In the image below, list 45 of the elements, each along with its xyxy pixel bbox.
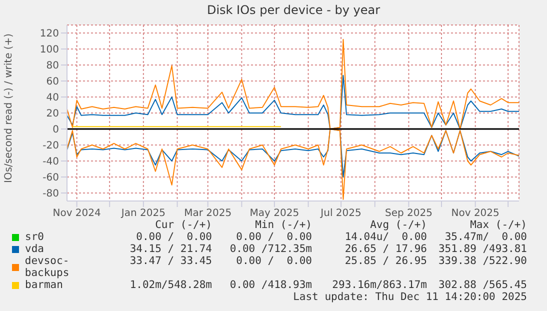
text: 302.88 /565.45: [437, 279, 527, 291]
text: 0.00 / 0.00: [235, 255, 312, 269]
text: Cur (-/+): [154, 219, 212, 231]
y-tick-label: 20: [46, 108, 59, 120]
y-tick-label: 100: [40, 44, 59, 56]
text: 25.85 / 26.95: [344, 255, 427, 269]
text: Max (-/+): [469, 219, 527, 231]
text: 35.47m/ 0.00: [444, 231, 527, 243]
legend-label: vda: [25, 243, 44, 255]
x-tick-label: May 2025: [250, 208, 300, 220]
text: 14.04u/ 0.00: [344, 231, 427, 243]
y-axis-title: IOs/second read (-) / write (+): [4, 33, 15, 183]
y-tick-label: 80: [46, 60, 59, 72]
text: 0.00 / 0.00: [235, 231, 312, 243]
text: 34.15 / 21.74: [128, 243, 212, 255]
text: 293.16m/863.17m: [331, 279, 427, 291]
text: 0.00 /418.93m: [228, 279, 312, 291]
y-tick-label: 60: [46, 76, 59, 88]
text: 0.00 /712.35m: [228, 243, 312, 255]
x-tick-label: Jan 2025: [120, 208, 166, 220]
y-tick-label: -20: [42, 140, 59, 152]
x-tick-label: Sep 2025: [384, 208, 432, 220]
text: 339.38 /522.90: [437, 255, 527, 269]
text: 351.89 /493.81: [437, 243, 527, 255]
line-series: [67, 74, 519, 130]
x-tick-label: Nov 2025: [451, 208, 500, 220]
text: Last update: Thu Dec 11 14:20:00 2025: [292, 291, 527, 303]
legend-label: barman: [25, 279, 63, 291]
chart-title: Disk IOs per device - by year: [206, 2, 382, 19]
text: 26.65 / 17.96: [344, 243, 427, 255]
x-tick-label: Jul 2025: [320, 208, 362, 220]
text: 1.02m/548.28m: [128, 279, 212, 291]
y-tick-label: 120: [40, 28, 59, 40]
text: Min (-/+): [254, 219, 312, 231]
text: 0.00 / 0.00: [135, 231, 212, 243]
y-tick-label: -80: [42, 188, 59, 200]
x-tick-label: Mar 2025: [184, 208, 232, 220]
legend-label: sr0: [25, 231, 44, 243]
text: 33.47 / 33.45: [128, 255, 212, 269]
y-tick-label: 40: [46, 92, 59, 104]
x-tick-label: Nov 2024: [52, 208, 101, 220]
y-tick-label: -40: [42, 156, 59, 168]
y-tick-label: -60: [42, 172, 59, 184]
y-tick-label: 0: [52, 124, 59, 136]
text: Avg (-/+): [369, 219, 427, 231]
